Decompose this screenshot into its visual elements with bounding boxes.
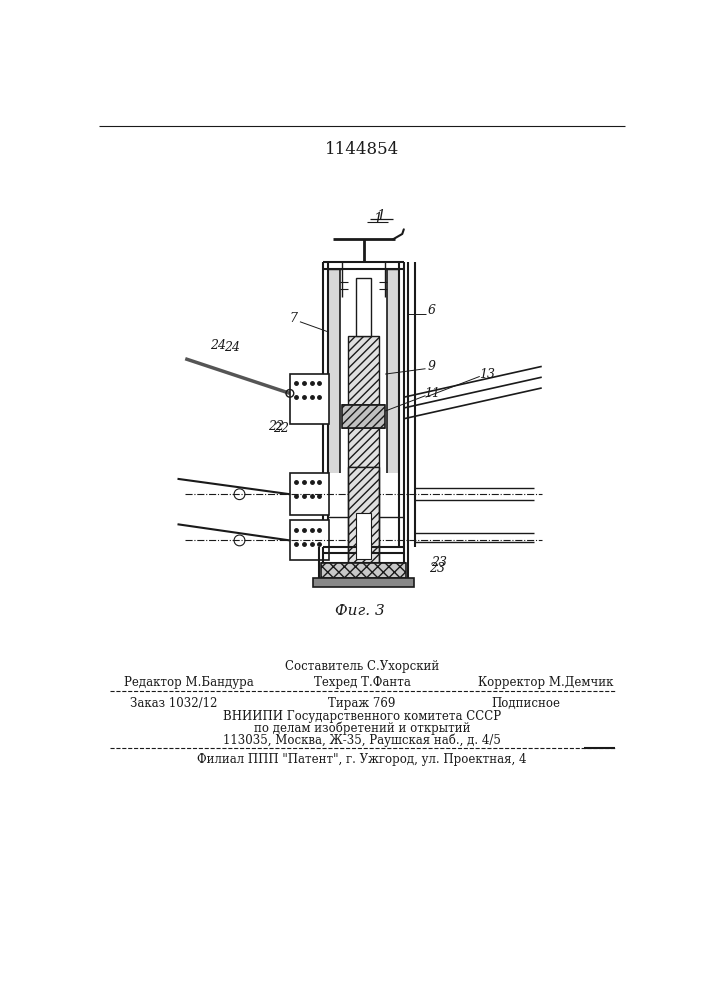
Bar bbox=[328, 269, 399, 546]
Text: Подписное: Подписное bbox=[492, 697, 561, 710]
Bar bbox=[290, 520, 329, 560]
Text: 23: 23 bbox=[431, 556, 448, 569]
Text: 9: 9 bbox=[428, 360, 436, 373]
Bar bbox=[341, 405, 385, 428]
Text: 113035, Москва, Ж-35, Раушская наб., д. 4/5: 113035, Москва, Ж-35, Раушская наб., д. … bbox=[223, 733, 501, 747]
Text: 22: 22 bbox=[273, 422, 288, 434]
Text: Тираж 769: Тираж 769 bbox=[328, 697, 396, 710]
Text: Редактор М.Бандура: Редактор М.Бандура bbox=[124, 676, 254, 689]
Bar bbox=[290, 473, 329, 515]
Bar bbox=[387, 269, 399, 473]
Text: Техред Т.Фанта: Техред Т.Фанта bbox=[313, 676, 410, 689]
Text: 1: 1 bbox=[376, 209, 385, 223]
Bar bbox=[290, 374, 329, 424]
Text: 7: 7 bbox=[290, 312, 298, 325]
Text: Корректор М.Демчик: Корректор М.Демчик bbox=[478, 676, 613, 689]
Text: 11: 11 bbox=[423, 387, 440, 400]
Text: 1144854: 1144854 bbox=[325, 141, 399, 158]
Text: 22: 22 bbox=[268, 420, 284, 433]
Text: Заказ 1032/12: Заказ 1032/12 bbox=[130, 697, 217, 710]
Text: 1: 1 bbox=[373, 212, 382, 226]
Bar bbox=[348, 466, 379, 563]
Text: 24: 24 bbox=[223, 341, 240, 354]
Bar bbox=[348, 336, 379, 466]
Bar bbox=[356, 278, 371, 336]
Bar bbox=[313, 578, 414, 587]
Text: по делам изобретений и открытий: по делам изобретений и открытий bbox=[254, 722, 470, 735]
Text: Фиг. 3: Фиг. 3 bbox=[334, 604, 385, 618]
Text: ВНИИПИ Государственного комитета СССР: ВНИИПИ Государственного комитета СССР bbox=[223, 710, 501, 723]
Text: 23: 23 bbox=[429, 562, 445, 575]
Bar bbox=[328, 269, 340, 473]
Text: 13: 13 bbox=[479, 368, 496, 381]
Text: 6: 6 bbox=[428, 304, 436, 317]
Text: Филиал ППП "Патент", г. Ужгород, ул. Проектная, 4: Филиал ППП "Патент", г. Ужгород, ул. Про… bbox=[197, 753, 527, 766]
Bar bbox=[321, 563, 406, 578]
Text: Составитель С.Ухорский: Составитель С.Ухорский bbox=[285, 660, 439, 673]
Text: 24: 24 bbox=[210, 339, 226, 352]
Bar bbox=[356, 513, 371, 559]
